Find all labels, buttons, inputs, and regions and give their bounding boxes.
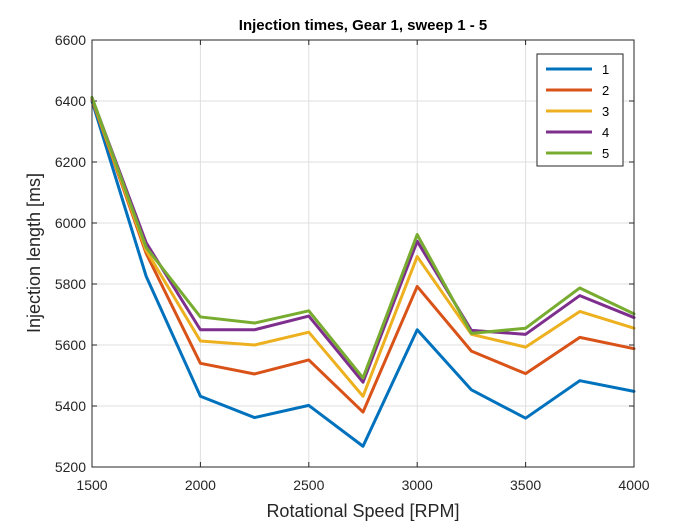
legend-label-4: 4	[602, 125, 609, 140]
legend-label-1: 1	[602, 62, 609, 77]
x-axis-label: Rotational Speed [RPM]	[266, 501, 459, 521]
y-tick-label: 6600	[55, 32, 86, 48]
legend-label-2: 2	[602, 83, 609, 98]
legend-label-5: 5	[602, 146, 609, 161]
x-tick-label: 3500	[510, 477, 541, 493]
y-tick-label: 5800	[55, 276, 86, 292]
y-tick-label: 5600	[55, 337, 86, 353]
x-tick-label: 3000	[402, 477, 433, 493]
series-line-4	[90, 96, 636, 384]
y-tick-label: 6400	[55, 93, 86, 109]
series-lines	[90, 95, 636, 448]
series-line-2	[90, 97, 636, 414]
x-tick-label: 4000	[618, 477, 649, 493]
legend: 1 2 3 4 5	[536, 53, 624, 167]
chart-title: Injection times, Gear 1, sweep 1 - 5	[239, 17, 487, 34]
y-tick-label: 5200	[55, 459, 86, 475]
series-line-1	[90, 99, 636, 448]
y-axis-label: Injection length [ms]	[24, 173, 44, 333]
y-tick-label: 5400	[55, 398, 86, 414]
legend-label-3: 3	[602, 104, 609, 119]
y-tick-label: 6000	[55, 215, 86, 231]
y-tick-label: 6200	[55, 154, 86, 170]
x-tick-label: 2500	[293, 477, 324, 493]
y-tick-labels: 5200 5400 5600 5800 6000 6200 6400 6600	[55, 32, 86, 475]
series-line-3	[90, 97, 636, 398]
x-tick-label: 1500	[76, 477, 107, 493]
series-line-5	[90, 95, 636, 380]
plot-frame	[91, 39, 635, 468]
x-tick-label: 2000	[185, 477, 216, 493]
x-tick-labels: 1500 2000 2500 3000 3500 4000	[76, 477, 649, 493]
